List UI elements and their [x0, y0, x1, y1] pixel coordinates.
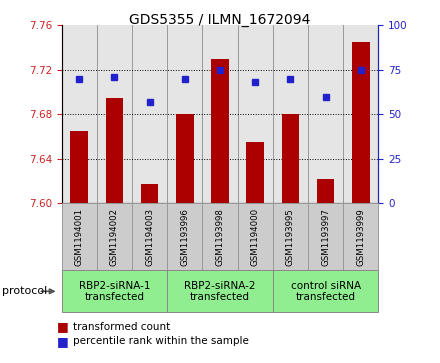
Bar [282, 114, 299, 203]
Bar [352, 42, 370, 203]
Text: GSM1194000: GSM1194000 [251, 208, 260, 266]
Bar [106, 98, 123, 203]
Text: GSM1194001: GSM1194001 [75, 208, 84, 266]
Text: GSM1193999: GSM1193999 [356, 208, 365, 266]
Bar [176, 114, 194, 203]
Bar [246, 142, 264, 203]
Bar [308, 25, 343, 203]
Text: protocol: protocol [2, 286, 48, 296]
Text: GSM1193998: GSM1193998 [216, 208, 224, 266]
Bar [202, 25, 238, 203]
Bar [97, 25, 132, 203]
Bar [317, 179, 334, 203]
Text: GSM1194002: GSM1194002 [110, 208, 119, 266]
Bar [343, 25, 378, 203]
Bar [211, 59, 229, 203]
Text: GSM1193997: GSM1193997 [321, 208, 330, 266]
Text: RBP2-siRNA-2
transfected: RBP2-siRNA-2 transfected [184, 281, 256, 302]
Text: RBP2-siRNA-1
transfected: RBP2-siRNA-1 transfected [79, 281, 150, 302]
Bar [70, 131, 88, 203]
Bar [167, 25, 202, 203]
Bar [132, 25, 167, 203]
Text: percentile rank within the sample: percentile rank within the sample [73, 336, 249, 346]
Bar [62, 25, 97, 203]
Text: ■: ■ [57, 320, 69, 333]
Text: GSM1193996: GSM1193996 [180, 208, 189, 266]
Text: GSM1194003: GSM1194003 [145, 208, 154, 266]
Text: control siRNA
transfected: control siRNA transfected [290, 281, 361, 302]
Text: GSM1193995: GSM1193995 [286, 208, 295, 266]
Text: GDS5355 / ILMN_1672094: GDS5355 / ILMN_1672094 [129, 13, 311, 27]
Text: transformed count: transformed count [73, 322, 170, 332]
Text: ■: ■ [57, 335, 69, 348]
Bar [141, 184, 158, 203]
Bar [238, 25, 273, 203]
Bar [273, 25, 308, 203]
